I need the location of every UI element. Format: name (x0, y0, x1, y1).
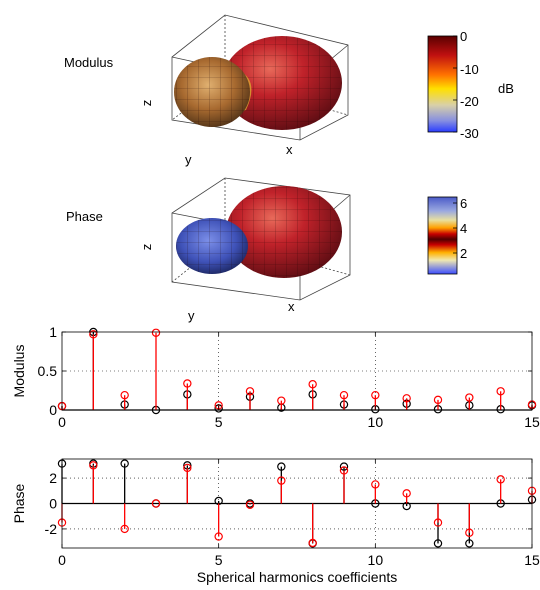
x-tick-label: 15 (524, 552, 540, 568)
modulus-3d-z-label: z (139, 100, 154, 107)
stem-marker (89, 330, 98, 339)
phase-colorbar-tick: 6 (460, 196, 467, 211)
stem-marker (214, 532, 223, 541)
stem-marker (465, 539, 474, 548)
x-tick-label: 0 (58, 414, 66, 430)
stem-marker (496, 475, 505, 484)
modulus-colorbar-unit: dB (498, 81, 514, 96)
x-tick-label: 15 (524, 414, 540, 430)
modulus-colorbar-tick: -30 (460, 126, 479, 141)
x-tick-label: 10 (368, 414, 384, 430)
x-tick-label: 5 (215, 414, 223, 430)
y-axis-label: Phase (11, 483, 27, 523)
stem-marker (308, 380, 317, 389)
stem-marker (89, 461, 98, 470)
stem-marker (371, 480, 380, 489)
x-tick-label: 5 (215, 552, 223, 568)
y-tick-label: 0.5 (38, 363, 58, 379)
phase-3d-title: Phase (66, 209, 103, 224)
modulus-3d-title: Modulus (64, 55, 114, 70)
modulus-3d-y-label: y (185, 152, 192, 167)
modulus-stem-chart: 0 5 10 15 0 0.5 1 Modulus (11, 324, 540, 430)
modulus-colorbar-tick: 0 (460, 29, 467, 44)
y-axis-label: Modulus (11, 345, 27, 398)
y-tick-label: -2 (45, 521, 58, 537)
phase-3d-z-label: z (139, 244, 154, 251)
stem-marker (339, 390, 349, 400)
stem-marker (214, 404, 223, 413)
stem-marker (151, 328, 161, 337)
y-tick-label: 0 (49, 496, 57, 512)
stem-marker (371, 390, 380, 400)
stem-marker (465, 393, 474, 402)
modulus-surface (174, 36, 342, 130)
phase-3d-y-label: y (188, 308, 195, 323)
y-tick-label: 1 (49, 324, 57, 340)
stem-marker (433, 395, 443, 405)
stem-marker (496, 387, 505, 396)
phase-colorbar-tick: 2 (460, 246, 467, 261)
stem-marker (308, 538, 317, 548)
stem-marker (183, 379, 192, 388)
stem-marker (402, 394, 411, 403)
stem-marker (151, 499, 161, 508)
x-tick-label: 10 (368, 552, 384, 568)
plot-area (62, 332, 532, 410)
stem-marker (433, 518, 443, 527)
x-axis-label: Spherical harmonics coefficients (197, 569, 398, 585)
phase-3d-x-label: x (288, 299, 295, 314)
stem-marker (245, 387, 255, 396)
stem-marker (402, 489, 411, 498)
modulus-colorbar-tick: -10 (460, 62, 479, 77)
phase-3d-panel: Phase z y x 6 4 2 (66, 177, 467, 323)
stem-marker (183, 463, 192, 473)
stem-marker (465, 528, 474, 537)
stem-marker (120, 390, 129, 400)
stem-marker (120, 524, 129, 534)
phase-colorbar-tick: 4 (460, 221, 467, 236)
y-tick-label: 0 (49, 402, 57, 418)
modulus-3d-panel: Modulus z y x 0 -10 (64, 14, 514, 167)
stem-marker (339, 462, 349, 471)
stem-marker (245, 500, 255, 509)
phase-surface (176, 186, 342, 278)
y-tick-label: 2 (49, 470, 57, 486)
stem-marker (277, 396, 286, 405)
phase-colorbar: 6 4 2 (427, 196, 467, 275)
modulus-3d-x-label: x (286, 142, 293, 157)
modulus-colorbar: 0 -10 -20 -30 dB (427, 29, 514, 141)
stem-marker (120, 459, 129, 468)
stem-marker (277, 462, 286, 471)
stem-marker (339, 466, 349, 475)
x-tick-label: 0 (58, 552, 66, 568)
stem-marker (277, 476, 286, 485)
stem-marker (433, 539, 443, 548)
modulus-colorbar-tick: -20 (460, 94, 479, 109)
